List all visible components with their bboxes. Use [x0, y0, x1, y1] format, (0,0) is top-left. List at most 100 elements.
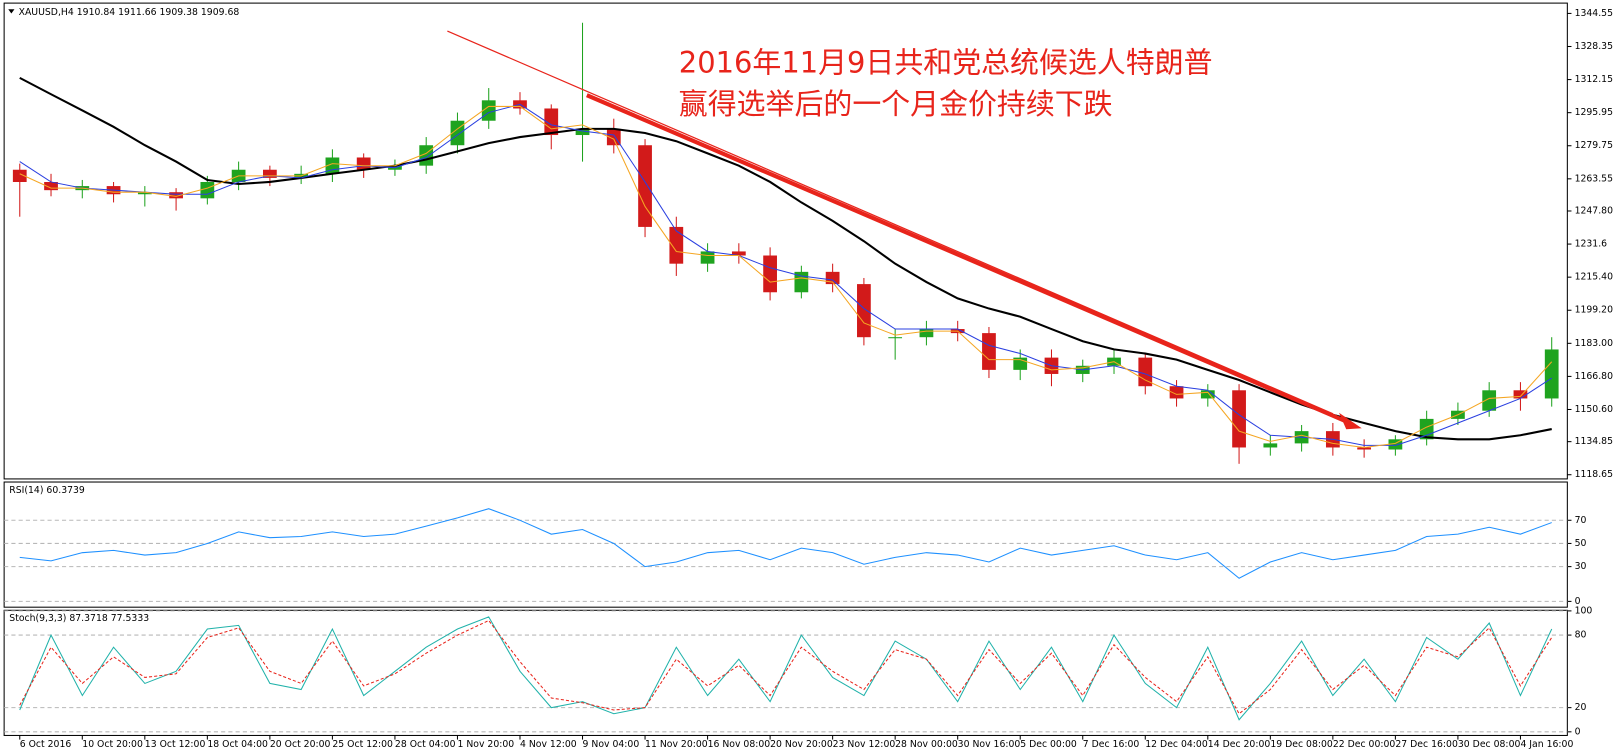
y-tick-label: 100 [1575, 605, 1593, 616]
candle-body [1482, 390, 1497, 411]
y-tick-label: 0 [1575, 596, 1581, 607]
candle-body [12, 169, 27, 182]
panel-menu-icon [8, 9, 15, 14]
candle-body [1169, 386, 1184, 399]
candle-body [1138, 357, 1153, 387]
x-tick-label: 19 Dec 08:00 [1270, 739, 1333, 750]
candle-body [857, 284, 871, 338]
y-tick-label: 1344.55 [1575, 8, 1614, 19]
y-tick-label: 1295.95 [1575, 107, 1614, 118]
annotation: 赢得选举后的一个月金价持续下跌 [679, 87, 1113, 121]
moving-average [19, 105, 1553, 448]
y-tick-label: 1183.00 [1575, 338, 1614, 349]
x-tick-label: 10 Oct 20:00 [82, 739, 143, 750]
x-tick-label: 1 Nov 20:00 [457, 739, 514, 750]
x-tick-label: 14 Dec 20:00 [1208, 739, 1271, 750]
y-tick-label: 1118.65 [1575, 469, 1614, 480]
x-tick-label: 28 Oct 04:00 [395, 739, 456, 750]
rsi-panel [3, 481, 1568, 608]
x-tick-label: 18 Oct 04:00 [207, 739, 268, 750]
x-tick-label: 16 Nov 08:00 [708, 739, 771, 750]
x-tick-label: 13 Oct 12:00 [145, 739, 206, 750]
arrow-head [1339, 412, 1362, 430]
y-tick-label: 1134.85 [1575, 436, 1614, 447]
main-panel [3, 2, 1568, 480]
candle-body [669, 226, 684, 264]
moving-average [19, 76, 1552, 441]
x-tick-label: 12 Dec 04:00 [1145, 739, 1208, 750]
annotation: 2016年11月9日共和党总统候选人特朗普 [679, 45, 1213, 79]
candle-body [1200, 390, 1215, 399]
y-tick-label: 80 [1575, 630, 1587, 641]
y-tick-label: 1312.15 [1575, 74, 1614, 85]
x-tick-label: 5 Dec 00:00 [1020, 739, 1077, 750]
y-tick-label: 1215.40 [1575, 272, 1614, 283]
x-tick-label: 11 Nov 20:00 [645, 739, 708, 750]
x-tick-label: 30 Dec 08:00 [1458, 739, 1521, 750]
y-tick-label: 1279.75 [1575, 140, 1614, 151]
indicator-line [19, 616, 1553, 721]
candle-body [763, 255, 777, 293]
candle-body [794, 271, 809, 293]
candle-body [169, 192, 183, 199]
candle-body [1263, 443, 1278, 448]
y-tick-label: 0 [1575, 726, 1581, 737]
x-tick-label: 20 Nov 20:00 [770, 739, 833, 750]
indicator-line [19, 619, 1553, 715]
candle-body [825, 271, 840, 285]
y-tick-label: 1199.20 [1575, 305, 1614, 316]
stoch-title: Stoch(9,3,3) 87.3718 77.5333 [9, 613, 149, 624]
plot-area: 6 Oct 2016 10 Oct 20:00 13 Oct 12:00 18 Oct… [4, 8, 1613, 750]
y-tick-label: 70 [1575, 515, 1587, 526]
trend-line [447, 30, 1334, 415]
candle-body [919, 329, 934, 338]
x-tick-label: 9 Nov 04:00 [583, 739, 640, 750]
y-tick-label: 1150.60 [1575, 404, 1614, 415]
y-tick-label: 1166.80 [1575, 371, 1614, 382]
y-tick-label: 1247.80 [1575, 205, 1614, 216]
x-tick-label: 4 Jan 16:00 [1520, 739, 1573, 750]
x-tick-label: 23 Nov 12:00 [833, 739, 896, 750]
indicator-line [19, 508, 1552, 579]
candle-body [481, 100, 496, 121]
x-tick-label: 28 Nov 00:00 [895, 739, 958, 750]
y-tick-label: 1263.55 [1575, 173, 1614, 184]
candle-body [638, 145, 652, 227]
candle-body [262, 169, 277, 178]
y-tick-label: 1328.35 [1575, 41, 1614, 52]
x-tick-label: 4 Nov 12:00 [520, 739, 577, 750]
candle-body [356, 157, 371, 170]
candle-body [1544, 349, 1559, 399]
y-tick-label: 1231.6 [1575, 239, 1608, 250]
x-tick-label: 20 Oct 20:00 [270, 739, 331, 750]
candle-body [44, 181, 58, 191]
candle-body [1232, 390, 1246, 448]
candle-body [575, 128, 590, 136]
rsi-title: RSI(14) 60.3739 [9, 485, 85, 496]
candle-body [200, 181, 215, 199]
candle-body [731, 251, 746, 256]
y-tick-label: 20 [1575, 702, 1587, 713]
x-tick-label: 6 Oct 2016 [20, 739, 72, 750]
candle-body [700, 251, 715, 264]
x-tick-label: 27 Dec 16:00 [1395, 739, 1458, 750]
y-tick-label: 50 [1575, 538, 1587, 549]
stoch-panel [3, 609, 1568, 736]
candle-body [606, 128, 621, 146]
candle-body [137, 192, 152, 195]
x-tick-label: 25 Oct 12:00 [332, 739, 393, 750]
candle-body [1388, 439, 1403, 450]
candle-body [888, 337, 903, 339]
trend-arrow [586, 93, 1347, 423]
x-tick-label: 22 Dec 00:00 [1333, 739, 1396, 750]
x-tick-label: 7 Dec 16:00 [1083, 739, 1140, 750]
candle-body [1357, 447, 1372, 450]
y-tick-label: 30 [1575, 561, 1587, 572]
candle-body [982, 333, 996, 370]
candle-body [1513, 390, 1528, 399]
chart-title: XAUUSD,H4 1910.84 1911.66 1909.38 1909.6… [19, 7, 240, 18]
x-tick-label: 30 Nov 16:00 [958, 739, 1021, 750]
